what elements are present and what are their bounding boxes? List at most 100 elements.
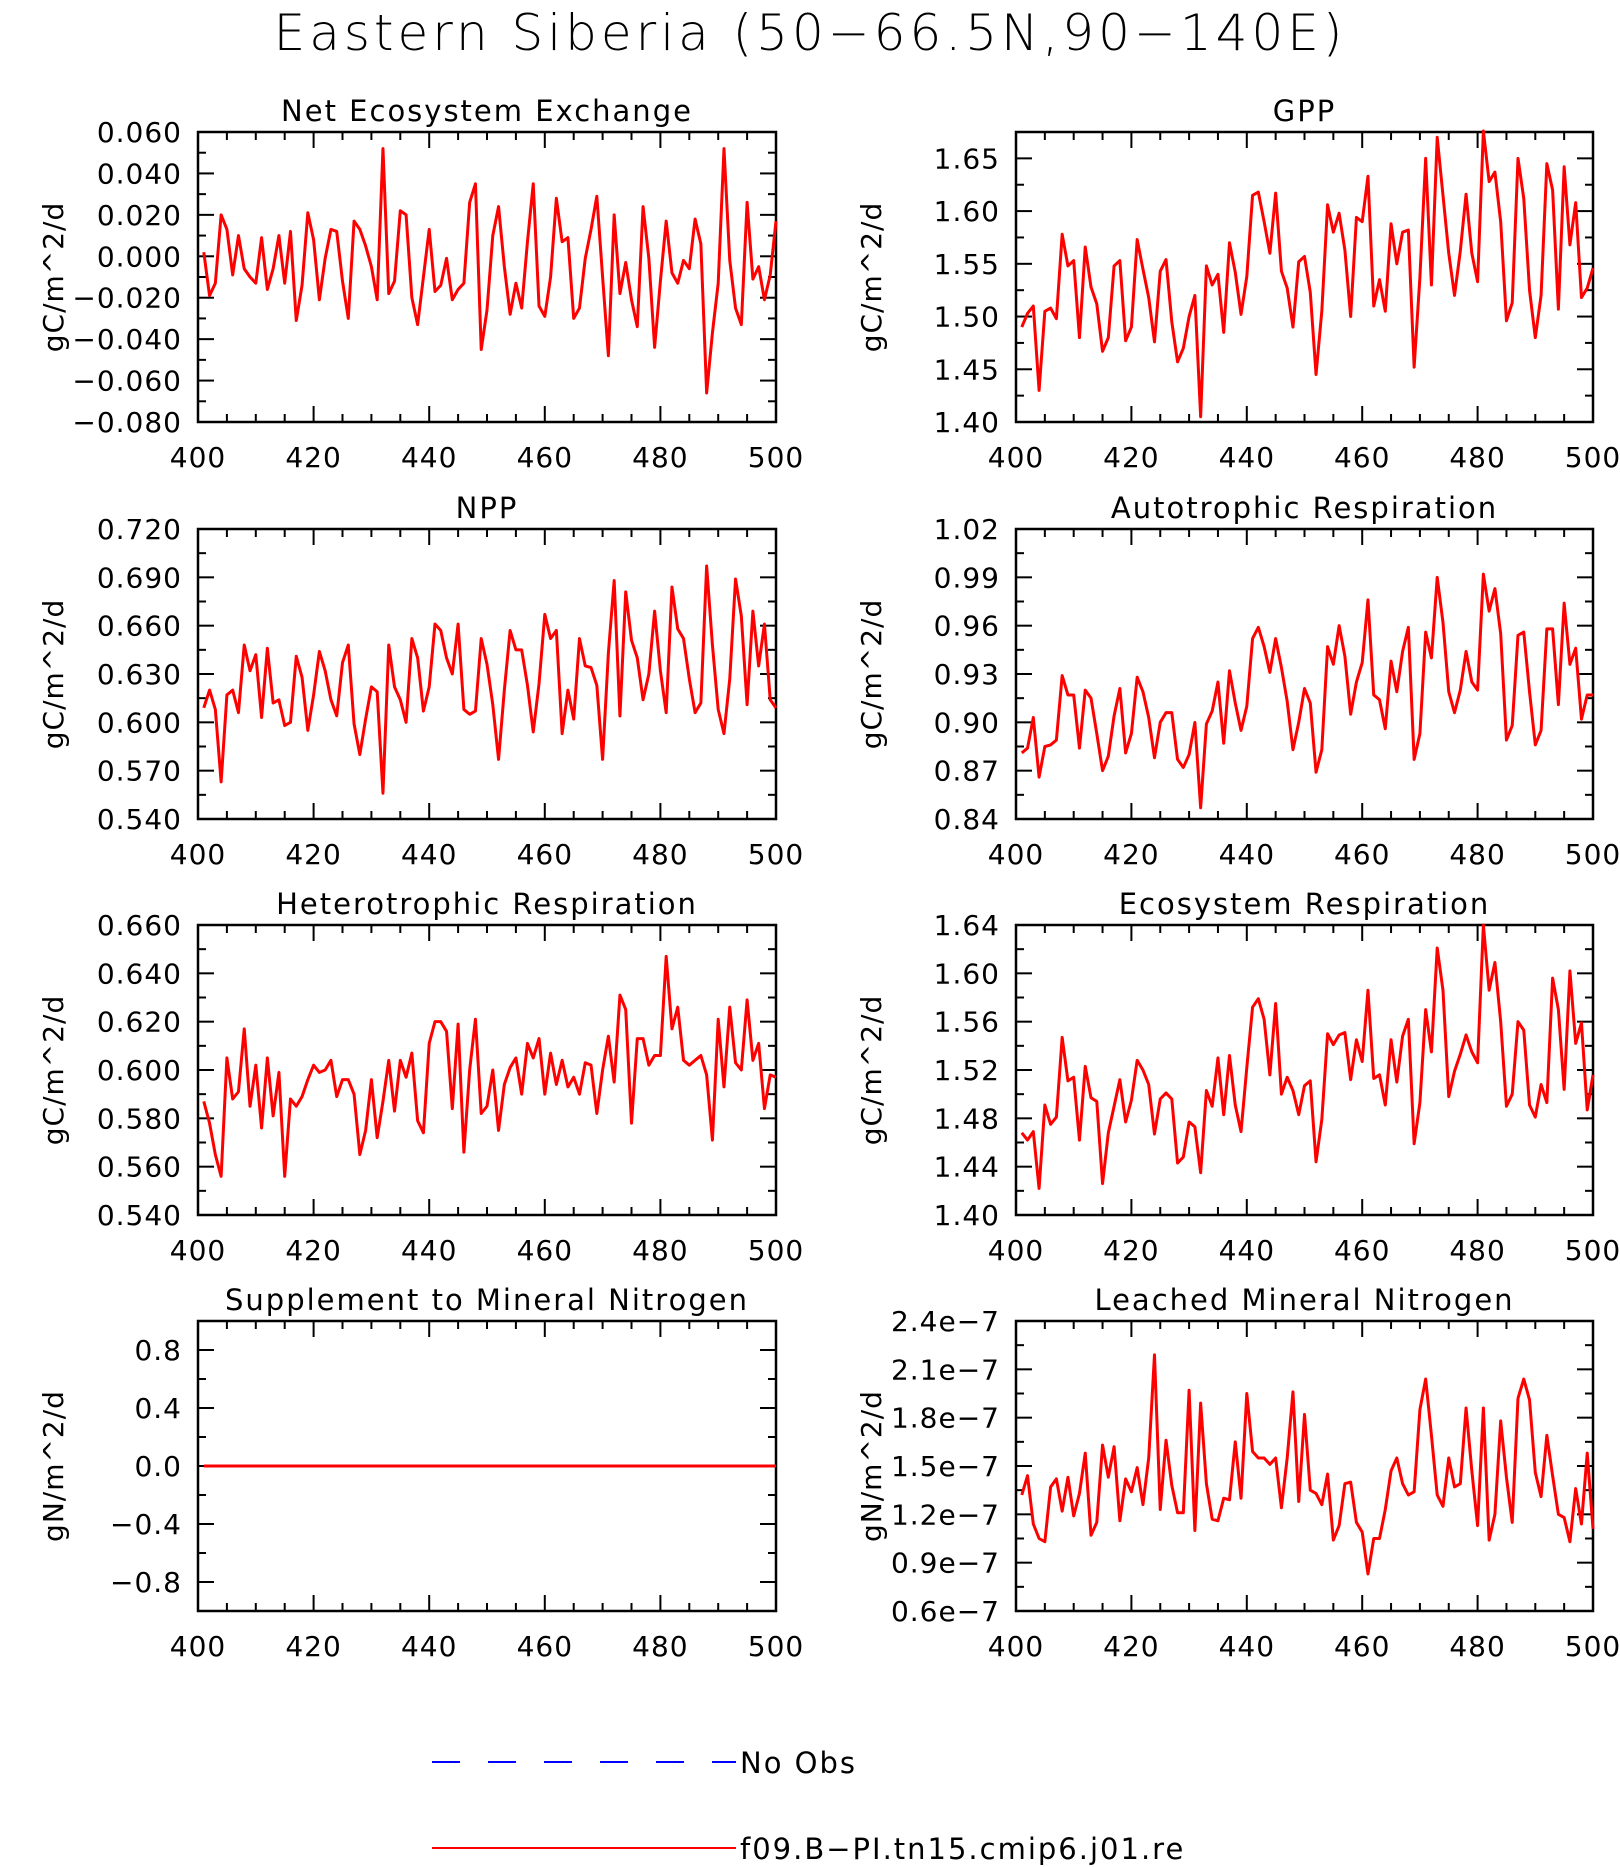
y-tick-label: 0.99 <box>934 561 1000 594</box>
y-tick-label: 2.1e−7 <box>891 1353 1000 1386</box>
y-axis-label: gC/m^2/d <box>37 995 70 1146</box>
y-tick-label: 0.660 <box>97 909 182 942</box>
y-tick-label: 0.600 <box>97 1054 182 1087</box>
x-tick-label: 500 <box>748 838 804 871</box>
panel-leached-mineral-nitrogen: 400 420 440 460 480 500 0.6e−7 0.9e−7 1.2e−7 1.5e… <box>855 1283 1620 1663</box>
x-tick-label: 460 <box>517 1234 573 1267</box>
y-tick-label: 0.000 <box>97 240 182 273</box>
x-tick-label: 420 <box>285 1234 341 1267</box>
x-tick-label: 420 <box>285 1630 341 1663</box>
x-tick-label: 440 <box>1219 838 1275 871</box>
panel-heterotrophic-respiration: 400 420 440 460 480 500 0.540 0.560 0.580 0.600 0.… <box>37 887 804 1267</box>
y-axis-label: gC/m^2/d <box>37 599 70 750</box>
x-tick-label: 460 <box>517 838 573 871</box>
x-tick-label: 440 <box>1219 1234 1275 1267</box>
series-line <box>1020 923 1595 1190</box>
y-tick-label: 0.84 <box>934 803 1000 836</box>
y-tick-label: 0.96 <box>934 610 1000 643</box>
panel-title: NPP <box>456 491 519 525</box>
x-tick-label: 460 <box>1334 441 1390 474</box>
x-tick-label: 440 <box>1219 441 1275 474</box>
y-tick-label: 1.52 <box>934 1054 1000 1087</box>
x-tick-label: 440 <box>401 1630 457 1663</box>
x-tick-label: 400 <box>988 1234 1044 1267</box>
x-tick-label: 420 <box>1103 1234 1159 1267</box>
y-tick-label: 1.5e−7 <box>891 1450 1000 1483</box>
y-tick-label: 0.580 <box>97 1102 182 1135</box>
x-tick-label: 440 <box>401 441 457 474</box>
x-tick-label: 500 <box>748 1630 804 1663</box>
y-axis-label: gC/m^2/d <box>855 995 888 1146</box>
x-tick-label: 400 <box>988 441 1044 474</box>
y-tick-label: 0.020 <box>97 199 182 232</box>
x-tick-label: 460 <box>517 1630 573 1663</box>
y-axis-label: gC/m^2/d <box>855 599 888 750</box>
legend: No Obs f09.B−PI.tn15.cmip6.j01.re <box>432 1746 1185 1866</box>
y-tick-label: 1.55 <box>934 248 1000 281</box>
y-tick-label: 0.6e−7 <box>891 1595 1000 1628</box>
y-tick-label: 0.4 <box>134 1392 182 1425</box>
panel-title: Net Ecosystem Exchange <box>281 94 693 128</box>
y-tick-label: 1.44 <box>934 1151 1000 1184</box>
y-tick-label: 1.60 <box>934 195 1000 228</box>
panel-title: Ecosystem Respiration <box>1119 887 1491 921</box>
y-tick-label: 0.540 <box>97 1199 182 1232</box>
x-tick-label: 420 <box>1103 1630 1159 1663</box>
y-tick-label: 0.600 <box>97 706 182 739</box>
x-tick-label: 480 <box>1449 1630 1505 1663</box>
x-tick-label: 480 <box>632 838 688 871</box>
series-line <box>1020 572 1593 810</box>
y-axis-label: gN/m^2/d <box>37 1390 70 1542</box>
series-line <box>202 954 777 1178</box>
y-tick-label: 0.540 <box>97 803 182 836</box>
y-tick-label: 0.560 <box>97 1151 182 1184</box>
panel-supplement-to-mineral-nitrogen: 400 420 440 460 480 500 −0.8 −0.4 0.0 0.4 0.8 gN/m^… <box>37 1283 804 1663</box>
plot-frame <box>1014 130 1595 424</box>
x-tick-label: 400 <box>988 838 1044 871</box>
x-tick-label: 420 <box>285 838 341 871</box>
y-axis-label: gC/m^2/d <box>37 202 70 353</box>
x-tick-label: 440 <box>401 1234 457 1267</box>
y-tick-label: 2.4e−7 <box>891 1305 1000 1338</box>
y-tick-label: 1.60 <box>934 957 1000 990</box>
x-tick-label: 400 <box>988 1630 1044 1663</box>
panel-title: Supplement to Mineral Nitrogen <box>225 1283 749 1317</box>
x-tick-label: 500 <box>748 1234 804 1267</box>
x-tick-label: 500 <box>1565 1234 1620 1267</box>
y-tick-label: 1.48 <box>934 1102 1000 1135</box>
y-tick-label: 0.690 <box>97 561 182 594</box>
y-tick-label: −0.4 <box>110 1508 182 1541</box>
y-tick-label: −0.040 <box>72 323 182 356</box>
panel-autotrophic-respiration: 400 420 440 460 480 500 0.84 0.87 0.90 0.93 0.96 0.… <box>855 491 1620 871</box>
x-tick-label: 440 <box>1219 1630 1275 1663</box>
y-tick-label: 1.64 <box>934 909 1000 942</box>
x-tick-label: 400 <box>170 1630 226 1663</box>
x-tick-label: 400 <box>170 838 226 871</box>
x-tick-label: 420 <box>1103 838 1159 871</box>
series-line <box>1020 129 1595 419</box>
y-tick-label: 0.9e−7 <box>891 1547 1000 1580</box>
x-tick-label: 420 <box>285 441 341 474</box>
x-tick-label: 460 <box>517 441 573 474</box>
x-tick-label: 480 <box>632 1234 688 1267</box>
y-tick-label: 1.50 <box>934 301 1000 334</box>
y-tick-label: 0.630 <box>97 658 182 691</box>
panel-ecosystem-respiration: 400 420 440 460 480 500 1.40 1.44 1.48 1.52 1.56 1.… <box>855 887 1620 1267</box>
y-tick-label: 1.8e−7 <box>891 1402 1000 1435</box>
y-axis-label: gC/m^2/d <box>855 202 888 353</box>
panel-gpp: 400 420 440 460 480 500 1.40 1.45 1.50 1.55 1.60 1.… <box>855 94 1620 474</box>
x-tick-label: 480 <box>1449 1234 1505 1267</box>
panel-net-ecosystem-exchange: 400 420 440 460 480 500 −0.080 −0.060 −0.040 −0.0… <box>37 94 803 474</box>
y-tick-label: 0.87 <box>934 755 1000 788</box>
x-tick-label: 480 <box>1449 838 1505 871</box>
y-tick-label: 1.40 <box>934 406 1000 439</box>
x-tick-label: 480 <box>1449 441 1505 474</box>
panel-title: Autotrophic Respiration <box>1111 491 1498 525</box>
x-tick-label: 400 <box>170 441 226 474</box>
y-tick-label: 0.040 <box>97 157 182 190</box>
panel-title: Leached Mineral Nitrogen <box>1094 1283 1514 1317</box>
y-tick-label: 0.90 <box>934 706 1000 739</box>
legend-label: f09.B−PI.tn15.cmip6.j01.re <box>740 1832 1185 1866</box>
legend-label: No Obs <box>740 1746 857 1780</box>
x-tick-label: 460 <box>1334 1630 1390 1663</box>
